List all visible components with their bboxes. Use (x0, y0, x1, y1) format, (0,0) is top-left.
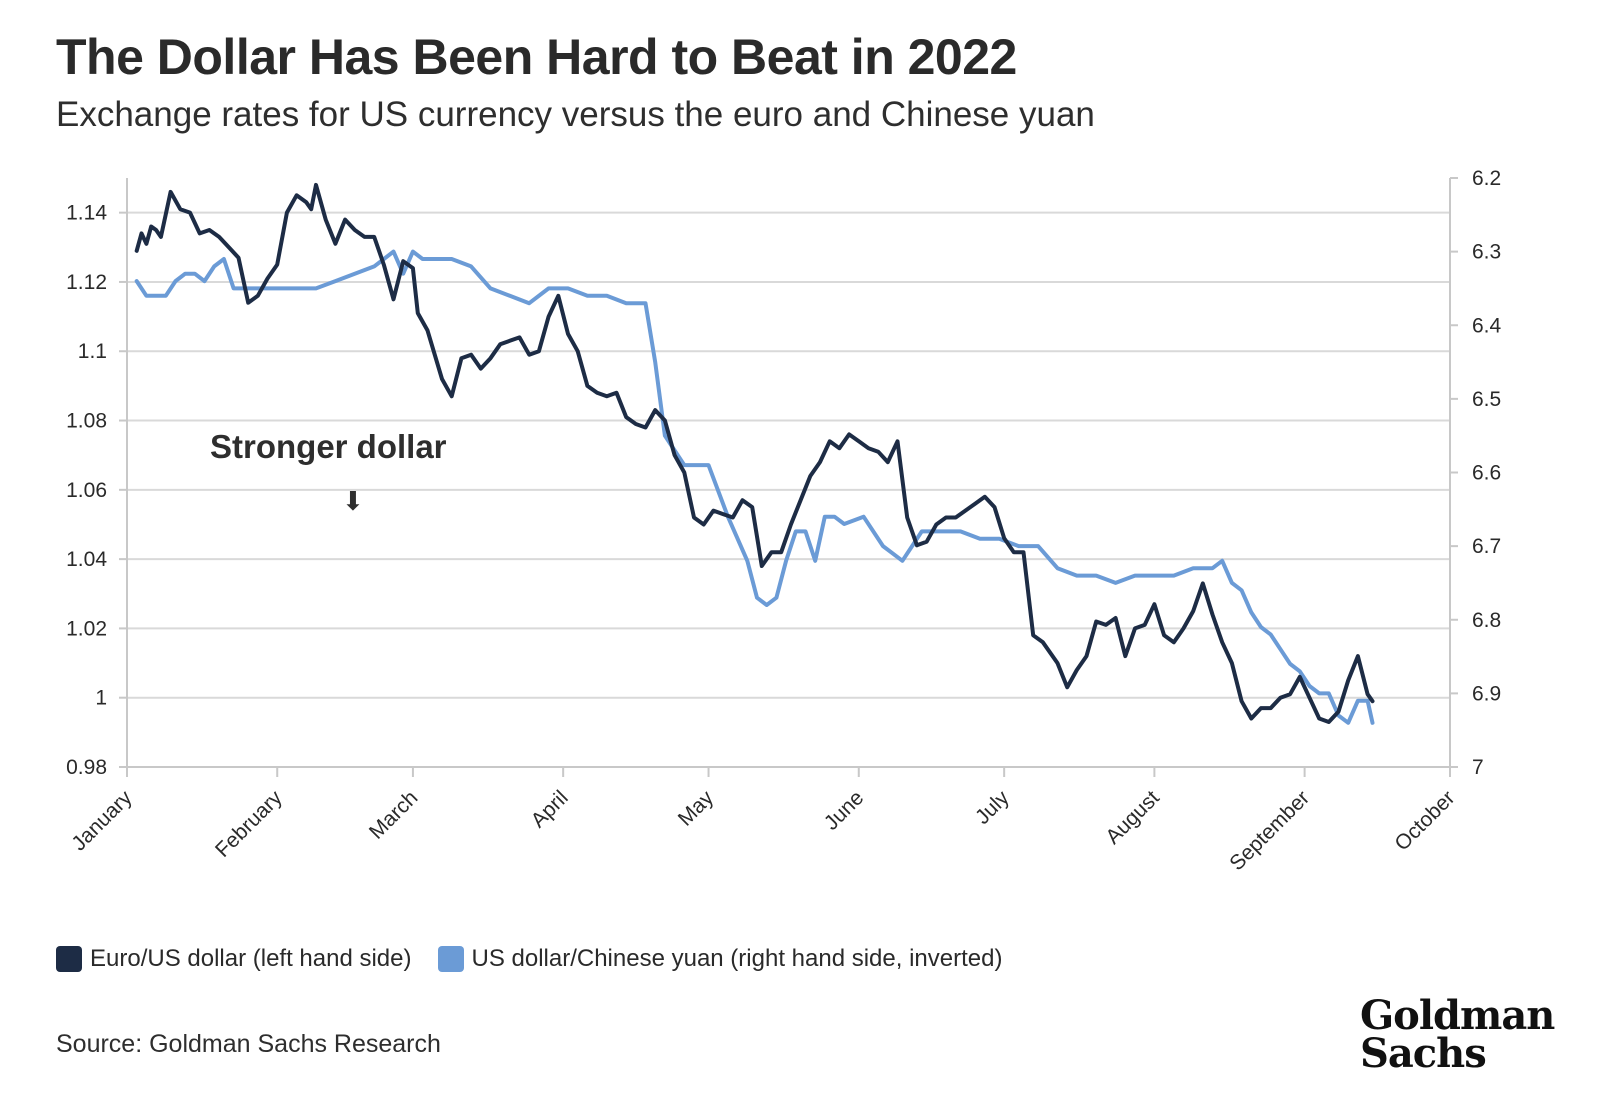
x-axis-ticks: January February March April May June July Augu… (67, 786, 1459, 875)
x-tick-label: January (67, 786, 136, 855)
right-tick-label: 6.9 (1472, 682, 1501, 705)
annotation-stronger-dollar: Stronger dollar (210, 428, 447, 465)
legend-swatch-usdcny (437, 946, 464, 972)
x-tick-label: June (820, 786, 868, 834)
source-note: Source: Goldman Sachs Research (56, 1030, 441, 1058)
right-tick-label: 6.2 (1472, 167, 1501, 190)
right-tick-label: 6.5 (1472, 388, 1501, 411)
legend-swatch-eurusd (56, 946, 82, 972)
left-tick-label: 1.04 (66, 548, 107, 571)
goldman-sachs-logo: Goldman Sachs (1360, 992, 1555, 1077)
chart-subtitle: Exchange rates for US currency versus th… (56, 95, 1095, 134)
left-tick-label: 1.02 (66, 617, 107, 640)
left-tick-label: 1.06 (66, 479, 107, 502)
left-tick-label: 1.14 (66, 202, 107, 225)
x-tick-label: October (1390, 786, 1459, 855)
x-tick-label: August (1101, 786, 1164, 849)
legend: Euro/US dollar (left hand side) US dolla… (56, 945, 1002, 973)
down-arrow-icon: ⬇ (342, 487, 364, 517)
right-tick-label: 6.3 (1472, 241, 1501, 264)
series-lines (134, 182, 1375, 725)
legend-label-usdcny: US dollar/Chinese yuan (right hand side,… (471, 945, 1003, 972)
chart-title: The Dollar Has Been Hard to Beat in 2022 (56, 29, 1017, 85)
right-tick-label: 6.7 (1472, 535, 1501, 558)
logo-line-1: Goldman (1360, 992, 1555, 1039)
left-tick-label: 0.98 (66, 756, 107, 779)
series-line-eurusd (134, 182, 1375, 724)
right-axis-ticks: 6.2 6.3 6.4 6.5 6.6 6.7 6.8 6.9 7 (1472, 167, 1502, 779)
series-line-usdcny (134, 249, 1375, 725)
legend-label-eurusd: Euro/US dollar (left hand side) (90, 945, 412, 972)
legend-item-eurusd: Euro/US dollar (left hand side) (56, 945, 412, 973)
left-axis-ticks: 1.14 1.12 1.1 1.08 1.06 1.04 1.02 1 0.98 (66, 202, 107, 779)
right-tick-label: 6.8 (1472, 609, 1501, 632)
right-tick-label: 7 (1472, 756, 1484, 779)
x-tick-label: February (211, 786, 287, 862)
axes (119, 177, 1458, 777)
left-tick-label: 1.12 (66, 271, 107, 294)
left-tick-label: 1 (95, 687, 107, 710)
left-tick-label: 1.1 (78, 340, 107, 363)
legend-item-usdcny: US dollar/Chinese yuan (right hand side,… (437, 945, 1003, 973)
x-tick-label: July (971, 786, 1014, 829)
right-tick-label: 6.6 (1472, 462, 1501, 485)
x-tick-label: May (674, 786, 719, 831)
x-tick-label: April (527, 786, 573, 832)
x-tick-label: September (1225, 786, 1314, 875)
x-tick-label: March (365, 786, 423, 844)
logo-line-2: Sachs (1360, 1030, 1487, 1077)
left-tick-label: 1.08 (66, 410, 107, 433)
gridlines (127, 211, 1450, 699)
right-tick-label: 6.4 (1472, 314, 1502, 337)
